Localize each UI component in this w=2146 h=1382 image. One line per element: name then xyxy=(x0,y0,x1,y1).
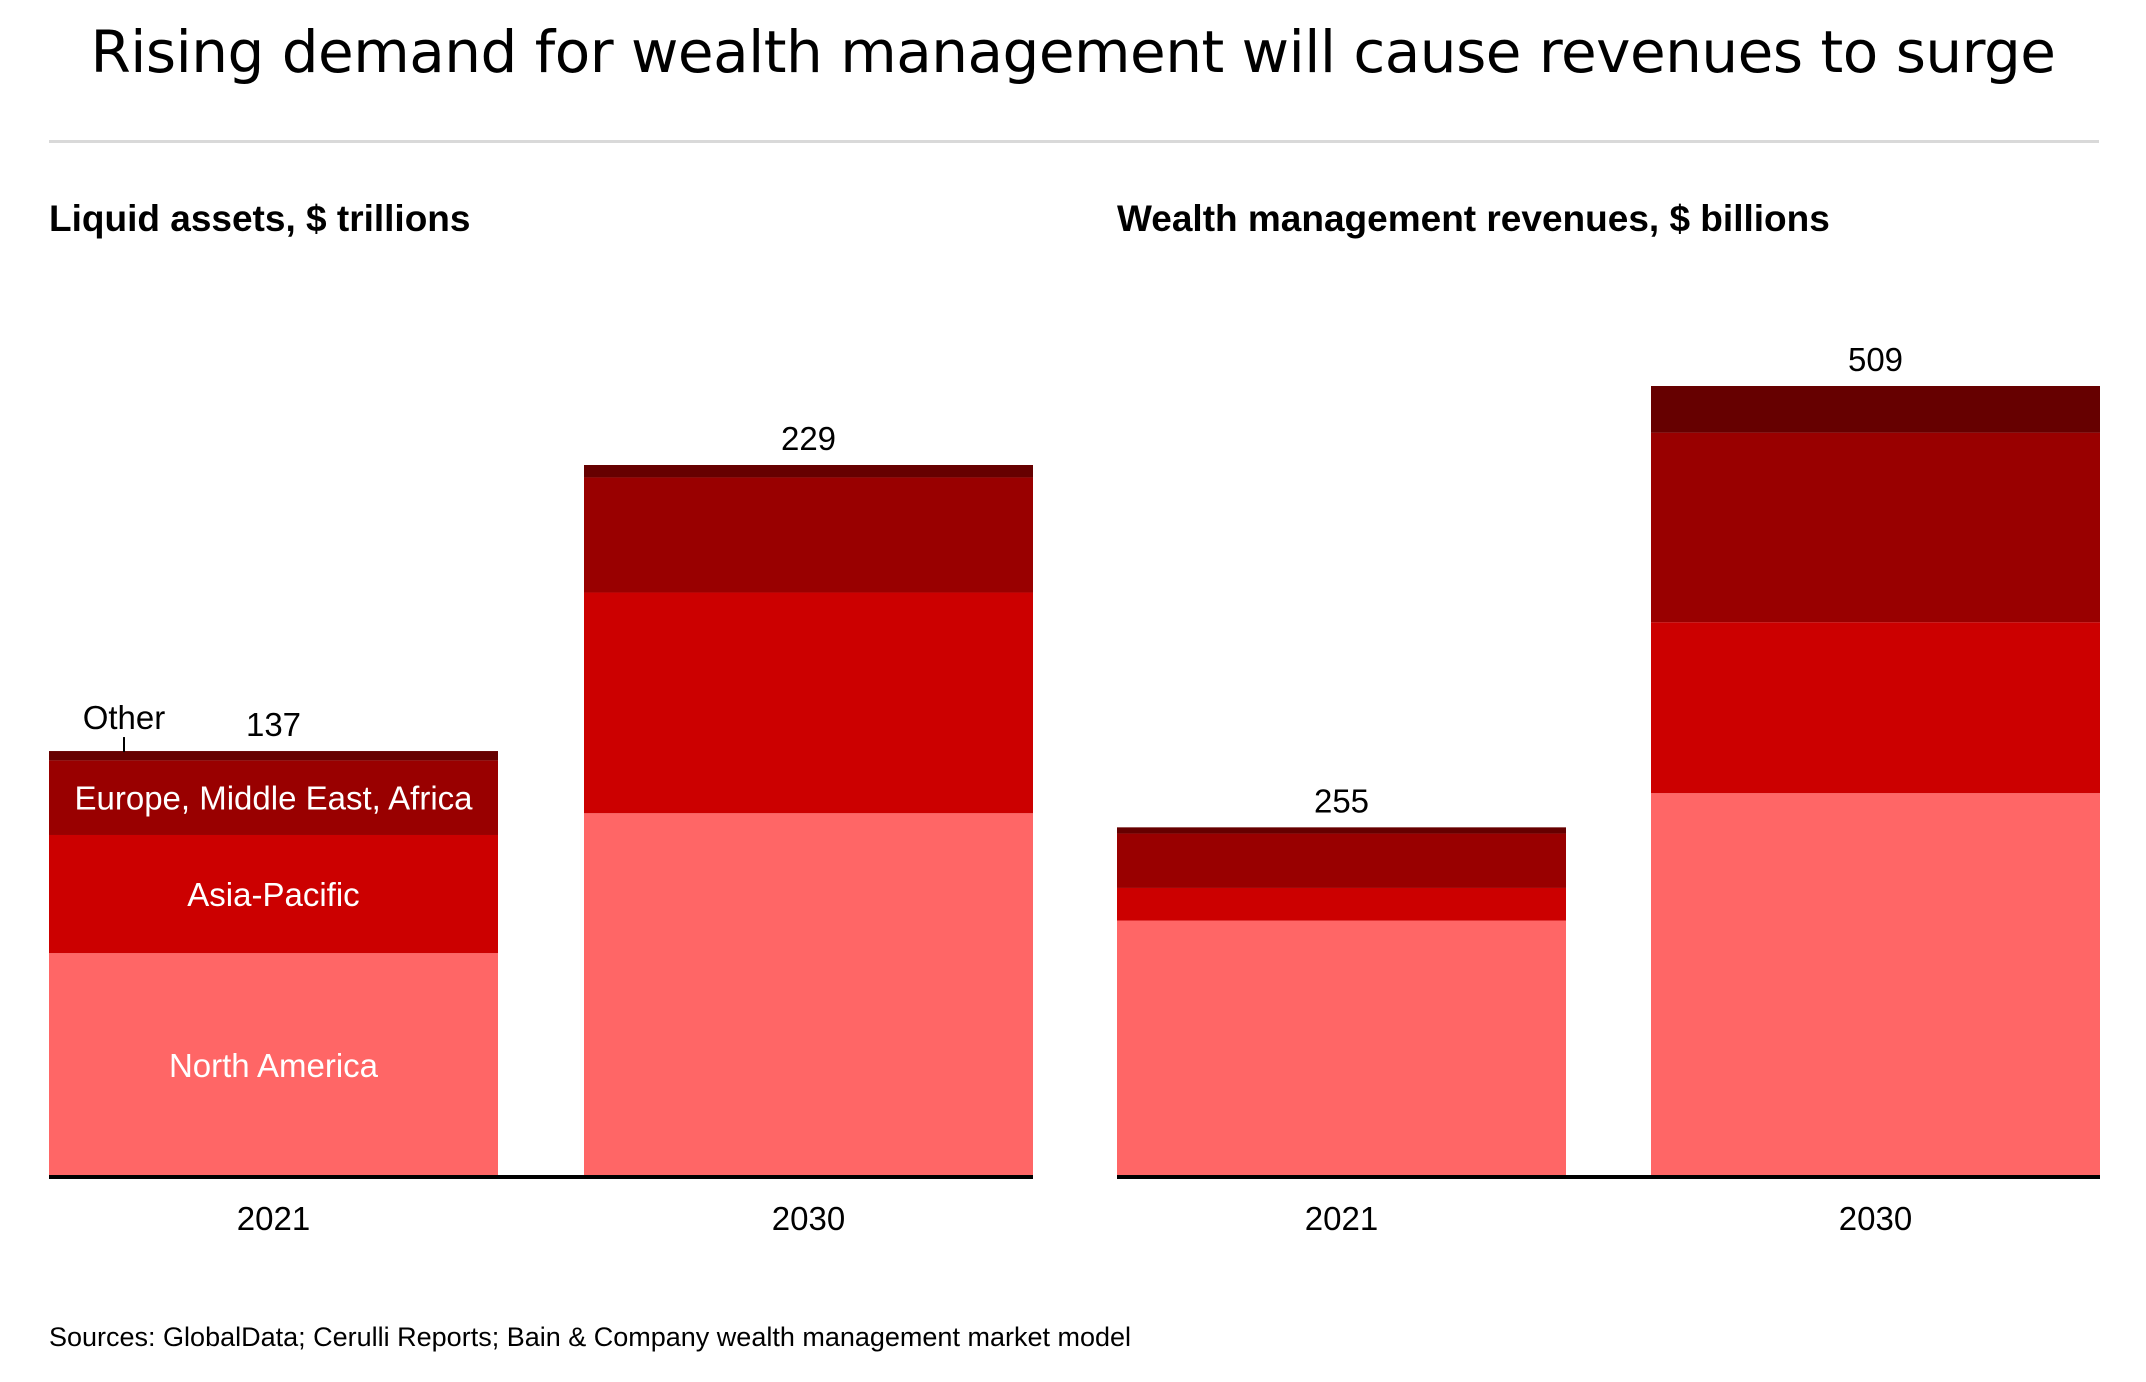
revenues-panel-title: Wealth management revenues, $ billions xyxy=(1117,198,1830,239)
bar-segment xyxy=(1117,833,1566,888)
series-label: North America xyxy=(169,1047,379,1084)
bar-segment xyxy=(1117,887,1566,921)
bar-segment xyxy=(49,953,498,1177)
x-tick-label: 2030 xyxy=(772,1200,845,1237)
bar-segment xyxy=(584,813,1033,1177)
bar-segment xyxy=(1117,920,1566,1177)
bar-total-label: 229 xyxy=(781,420,836,457)
source-note: Sources: GlobalData; Cerulli Reports; Ba… xyxy=(49,1322,1132,1352)
bar-segment xyxy=(1117,827,1566,834)
bar-segment xyxy=(49,751,498,761)
bar-segment xyxy=(1651,793,2100,1177)
bar-segment xyxy=(49,834,498,954)
bar-segment xyxy=(584,465,1033,478)
x-tick-label: 2021 xyxy=(237,1200,310,1237)
x-tick-label: 2021 xyxy=(1305,1200,1378,1237)
bar-total-label: 509 xyxy=(1848,341,1903,378)
series-label-other: Other xyxy=(83,699,166,736)
bar-segment xyxy=(1651,386,2100,433)
bar-total-label: 137 xyxy=(246,706,301,743)
series-label: Asia-Pacific xyxy=(187,876,359,913)
series-label: Europe, Middle East, Africa xyxy=(74,780,473,817)
bar-total-label: 255 xyxy=(1314,782,1369,819)
bar-segment xyxy=(1651,622,2100,794)
x-tick-label: 2030 xyxy=(1839,1200,1912,1237)
bar-segment xyxy=(49,760,498,835)
bar-segment xyxy=(584,592,1033,814)
bar-segment xyxy=(584,477,1033,593)
liquid-assets-panel-title: Liquid assets, $ trillions xyxy=(49,198,471,239)
chart-title: Rising demand for wealth management will… xyxy=(90,18,2056,86)
bar-segment xyxy=(1651,432,2100,623)
title-divider xyxy=(49,140,2099,143)
